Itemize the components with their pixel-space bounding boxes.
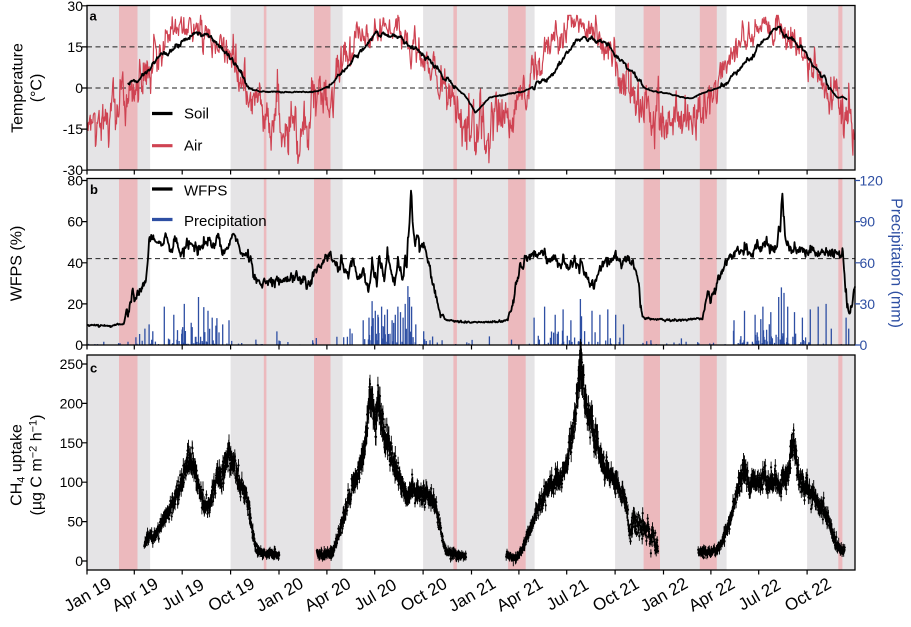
svg-text:(µg C m−2 h−1): (µg C m−2 h−1) bbox=[28, 415, 46, 516]
svg-text:b: b bbox=[90, 182, 98, 197]
svg-text:WFPS (%): WFPS (%) bbox=[9, 226, 26, 302]
svg-text:150: 150 bbox=[60, 435, 84, 451]
svg-text:20: 20 bbox=[67, 296, 83, 312]
svg-text:200: 200 bbox=[60, 395, 84, 411]
svg-text:WFPS: WFPS bbox=[184, 183, 227, 200]
svg-text:250: 250 bbox=[60, 356, 84, 372]
svg-text:c: c bbox=[90, 361, 97, 376]
svg-text:0: 0 bbox=[860, 337, 868, 353]
svg-text:Precipitation: Precipitation bbox=[184, 213, 267, 230]
svg-text:60: 60 bbox=[860, 255, 876, 271]
svg-text:(°C): (°C) bbox=[29, 74, 46, 103]
svg-text:30: 30 bbox=[67, 0, 83, 14]
svg-text:-30: -30 bbox=[63, 162, 83, 178]
svg-text:30: 30 bbox=[860, 296, 876, 312]
svg-text:120: 120 bbox=[860, 173, 884, 189]
svg-text:40: 40 bbox=[67, 255, 83, 271]
svg-text:60: 60 bbox=[67, 214, 83, 230]
svg-text:Precipitation (mm): Precipitation (mm) bbox=[888, 198, 905, 328]
svg-text:Temperature: Temperature bbox=[10, 43, 27, 133]
svg-text:100: 100 bbox=[60, 474, 84, 490]
svg-text:Soil: Soil bbox=[184, 106, 209, 123]
svg-text:0: 0 bbox=[75, 553, 83, 569]
svg-text:-15: -15 bbox=[63, 121, 83, 137]
svg-text:80: 80 bbox=[67, 173, 83, 189]
svg-text:Air: Air bbox=[184, 138, 202, 155]
svg-text:a: a bbox=[90, 9, 98, 24]
svg-text:50: 50 bbox=[67, 514, 83, 530]
svg-text:0: 0 bbox=[75, 337, 83, 353]
svg-text:CH4 uptake: CH4 uptake bbox=[9, 424, 28, 506]
svg-text:0: 0 bbox=[75, 80, 83, 96]
svg-text:90: 90 bbox=[860, 214, 876, 230]
svg-text:15: 15 bbox=[67, 39, 83, 55]
